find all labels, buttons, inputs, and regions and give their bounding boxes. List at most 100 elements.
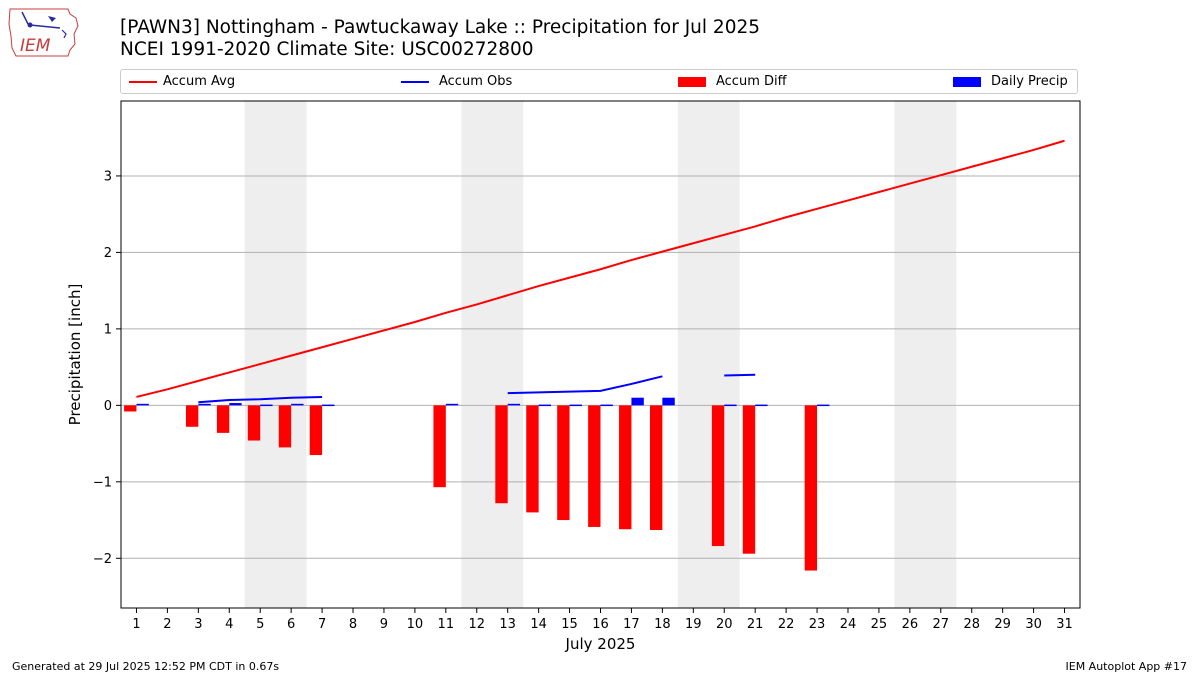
y-axis-ticks: −2 −1 0 1 2 3 <box>93 169 121 567</box>
daily-precip-bar-5 <box>260 404 273 407</box>
xtick-label-13: 13 <box>499 617 516 632</box>
xtick-label-26: 26 <box>902 617 919 632</box>
iem-logo[interactable]: IEM <box>8 6 80 58</box>
ytick-label-1: −1 <box>93 475 112 490</box>
xtick-label-21: 21 <box>747 617 764 632</box>
xtick-label-20: 20 <box>716 617 733 632</box>
xtick-label-4: 4 <box>225 617 233 632</box>
weekend-shading <box>244 101 957 608</box>
daily-precip-bar-1 <box>136 403 149 406</box>
accum-obs-line-segment-2 <box>724 373 756 377</box>
legend-label-accum-diff: Accum Diff <box>716 74 787 89</box>
daily-precip-bar-6 <box>291 403 304 406</box>
xtick-label-19: 19 <box>685 617 702 632</box>
xtick-label-7: 7 <box>318 617 326 632</box>
weekend-band-3 <box>894 101 957 608</box>
accum-diff-bar-15 <box>557 405 570 521</box>
accum-obs-line-segment-1 <box>507 375 663 395</box>
accum-avg-line <box>136 139 1065 398</box>
xtick-label-25: 25 <box>871 617 888 632</box>
legend-item-accum-obs: Accum Obs <box>401 74 601 90</box>
accum-diff-bar-1 <box>124 405 137 412</box>
ytick-label-3: 1 <box>104 322 112 337</box>
daily-precip-bar-23 <box>817 404 830 407</box>
weekend-band-2 <box>677 101 740 608</box>
xtick-label-14: 14 <box>530 617 547 632</box>
legend-swatch-accum-obs <box>401 81 429 83</box>
xtick-label-2: 2 <box>163 617 171 632</box>
daily-precip-bar-16 <box>600 404 613 407</box>
legend-item-accum-avg: Accum Avg <box>125 74 325 90</box>
chart-title: [PAWN3] Nottingham - Pawtuckaway Lake ::… <box>120 17 760 61</box>
x-axis-label: July 2025 <box>565 635 636 653</box>
xtick-label-29: 29 <box>994 617 1011 632</box>
accum-diff-bar-7 <box>309 405 323 456</box>
daily-precip-bar-14 <box>538 404 552 407</box>
xtick-label-16: 16 <box>592 617 609 632</box>
daily-precip-bar-18 <box>662 397 675 406</box>
title-line-2: NCEI 1991-2020 Climate Site: USC00272800 <box>120 39 534 60</box>
accum-diff-bar-11 <box>433 405 446 488</box>
xtick-label-6: 6 <box>287 617 295 632</box>
accum-diff-bar-6 <box>278 405 292 448</box>
ytick-label-4: 2 <box>104 246 112 261</box>
accum-diff-bar-20 <box>711 405 725 547</box>
daily-precip-bar-7 <box>322 404 335 407</box>
title-line-1: [PAWN3] Nottingham - Pawtuckaway Lake ::… <box>120 17 761 38</box>
accum-diff-bar-21 <box>742 405 756 554</box>
ytick-label-5: 3 <box>104 169 112 184</box>
xtick-label-23: 23 <box>809 617 826 632</box>
legend-item-accum-diff: Accum Diff <box>678 74 878 90</box>
legend-label-accum-obs: Accum Obs <box>439 74 513 89</box>
daily-precip-bar-15 <box>569 404 582 407</box>
y-axis-label: Precipitation [inch] <box>66 284 84 426</box>
accum-diff-bar-23 <box>804 405 818 571</box>
legend-swatch-daily-precip <box>953 77 981 87</box>
xtick-label-22: 22 <box>778 617 795 632</box>
daily-precip-bar-11 <box>445 403 459 406</box>
x-axis-ticks: 1 2 3 4 5 6 7 8 9 10 11 12 13 14 15 16 17 18 19 20 21 22 23 24 2… <box>132 608 1073 632</box>
xtick-label-27: 27 <box>933 617 950 632</box>
legend-label-accum-avg: Accum Avg <box>163 74 236 89</box>
xtick-label-15: 15 <box>561 617 578 632</box>
weekend-band-1 <box>461 101 524 608</box>
logo-text: IEM <box>20 36 51 56</box>
xtick-label-5: 5 <box>256 617 264 632</box>
xtick-label-10: 10 <box>407 617 424 632</box>
ytick-label-0: −2 <box>93 552 112 567</box>
daily-precip-bar-17 <box>631 397 644 406</box>
accum-obs-line-segment-0 <box>198 395 323 404</box>
legend-swatch-accum-avg <box>129 81 157 83</box>
xtick-label-24: 24 <box>840 617 857 632</box>
accum-diff-bar-3 <box>185 405 199 427</box>
iem-logo-graphic: IEM <box>8 8 79 57</box>
xtick-label-11: 11 <box>438 617 455 632</box>
xtick-label-28: 28 <box>963 617 980 632</box>
xtick-label-8: 8 <box>349 617 357 632</box>
accum-diff-bar-5 <box>247 405 261 441</box>
accum-diff-bar-13 <box>495 405 508 504</box>
bars <box>124 397 830 571</box>
lines <box>136 139 1065 404</box>
daily-precip-bar-21 <box>755 404 768 407</box>
daily-precip-bar-20 <box>724 404 737 407</box>
accum-diff-bar-18 <box>649 405 663 530</box>
xtick-label-1: 1 <box>132 617 140 632</box>
accum-diff-bar-14 <box>526 405 539 513</box>
xtick-label-31: 31 <box>1056 617 1073 632</box>
xtick-label-3: 3 <box>194 617 202 632</box>
daily-precip-bar-4 <box>229 403 242 406</box>
legend-label-daily-precip: Daily Precip <box>991 74 1068 89</box>
accum-diff-bar-17 <box>619 405 632 530</box>
xtick-label-9: 9 <box>380 617 388 632</box>
generated-timestamp: Generated at 29 Jul 2025 12:52 PM CDT in… <box>12 660 280 673</box>
daily-precip-bar-3 <box>198 403 211 406</box>
xtick-label-18: 18 <box>654 617 671 632</box>
legend-item-daily-precip: Daily Precip <box>953 74 1078 90</box>
autoplot-app-id: IEM Autoplot App #17 <box>1065 660 1188 673</box>
xtick-label-12: 12 <box>468 617 485 632</box>
accum-diff-bar-4 <box>216 405 230 433</box>
legend: Accum Avg Accum Obs Accum Diff Daily Pre… <box>120 69 1078 94</box>
xtick-label-30: 30 <box>1025 617 1042 632</box>
daily-precip-bar-13 <box>507 403 521 406</box>
